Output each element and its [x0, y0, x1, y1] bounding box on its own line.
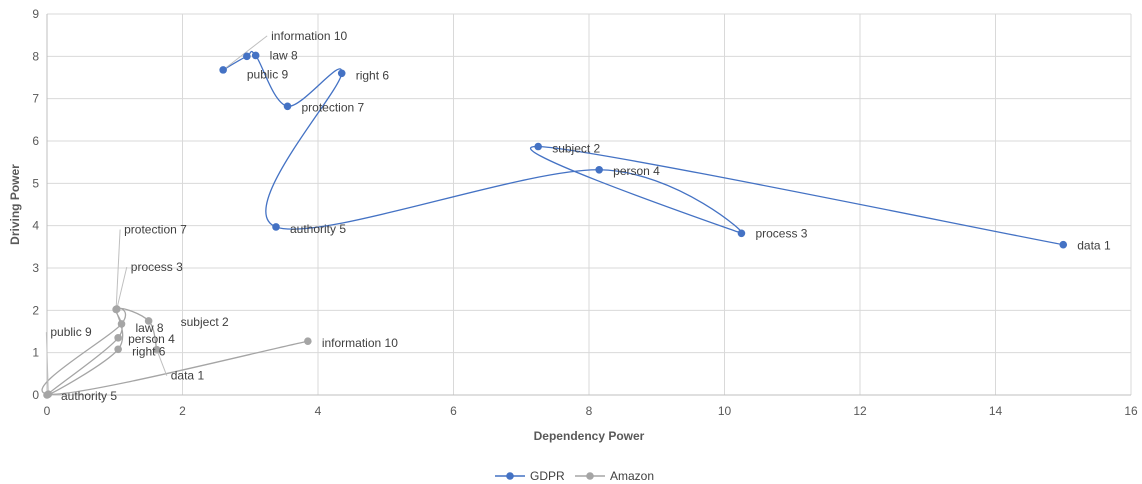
- leader-line: [116, 266, 128, 310]
- legend-item-gdpr: GDPR: [495, 469, 565, 483]
- leader-line: [156, 349, 168, 376]
- leader-line: [45, 332, 49, 395]
- y-axis-title: Driving Power: [8, 164, 22, 245]
- point-amazon-right-6: [114, 345, 122, 354]
- point-gdpr-data-1: [1059, 240, 1068, 249]
- y-tick-label: 7: [32, 92, 39, 106]
- x-tick-label: 0: [44, 404, 51, 418]
- data-label-amazon-authority-5: authority 5: [61, 389, 117, 403]
- y-tick-label: 4: [32, 219, 39, 233]
- data-label-gdpr-data-1: data 1: [1077, 239, 1111, 253]
- point-amazon-person-4: [114, 334, 122, 342]
- series-lines: [41, 50, 1064, 396]
- data-label-amazon-law-8: law 8: [136, 321, 164, 335]
- legend-marker: [506, 472, 514, 480]
- point-amazon-subject-2: [144, 317, 153, 325]
- y-tick-label: 1: [32, 346, 39, 360]
- point-gdpr-protection-7: [283, 102, 292, 111]
- y-tick-label: 3: [32, 261, 39, 275]
- y-tick-label: 9: [32, 7, 39, 21]
- data-label-amazon-subject-2: subject 2: [181, 315, 229, 329]
- x-tick-label: 12: [853, 404, 867, 418]
- data-label-gdpr-law-8: law 8: [270, 48, 298, 62]
- data-label-amazon-right-6: right 6: [132, 344, 166, 358]
- point-gdpr-person-4: [595, 165, 603, 174]
- y-tick-label: 5: [32, 176, 39, 190]
- data-label-amazon-information-10: information 10: [322, 336, 398, 350]
- data-label-gdpr-process-3: process 3: [755, 226, 807, 240]
- x-axis-title: Dependency Power: [534, 429, 645, 443]
- x-tick-label: 14: [989, 404, 1003, 418]
- data-points: [43, 51, 1068, 399]
- data-label-amazon-process-3: process 3: [131, 260, 183, 274]
- point-amazon-public-9: [44, 390, 53, 398]
- y-tick-label: 0: [32, 388, 39, 402]
- data-label-amazon-public-9: public 9: [50, 325, 92, 339]
- legend-marker: [586, 472, 594, 480]
- x-tick-label: 4: [315, 404, 322, 418]
- data-label-gdpr-person-4: person 4: [613, 164, 660, 178]
- data-label-amazon-data-1: data 1: [171, 369, 205, 383]
- point-gdpr-right-6: [337, 69, 346, 78]
- gridlines: [47, 13, 1132, 395]
- legend-label: Amazon: [610, 469, 654, 483]
- x-tick-label: 2: [179, 404, 186, 418]
- point-amazon-data-1: [152, 345, 161, 354]
- point-amazon-information-10: [304, 337, 312, 346]
- y-tick-label: 2: [32, 303, 39, 317]
- series-line-gdpr: [222, 50, 1064, 246]
- x-tick-label: 16: [1124, 404, 1138, 418]
- data-label-gdpr-authority-5: authority 5: [290, 222, 346, 236]
- y-tick-label: 8: [32, 49, 39, 63]
- data-label-gdpr-public-9: public 9: [247, 67, 289, 81]
- data-label-gdpr-subject-2: subject 2: [552, 142, 600, 156]
- point-gdpr-process-3: [737, 229, 746, 238]
- point-gdpr-authority-5: [272, 223, 280, 231]
- x-tick-label: 8: [586, 404, 593, 418]
- leader-line: [222, 35, 268, 71]
- leader-line: [115, 229, 121, 310]
- data-label-amazon-person-4: person 4: [128, 332, 175, 346]
- data-label-amazon-protection-7: protection 7: [124, 222, 187, 236]
- x-tick-label: 10: [718, 404, 732, 418]
- legend-item-amazon: Amazon: [575, 469, 654, 483]
- x-tick-label: 6: [450, 404, 457, 418]
- legend: GDPR Amazon: [495, 469, 654, 483]
- point-amazon-law-8: [117, 320, 126, 328]
- point-gdpr-information-10: [219, 66, 227, 74]
- data-label-gdpr-right-6: right 6: [356, 68, 390, 82]
- data-labels: data 1 subject 2 process 3 person 4 authorit…: [50, 29, 1111, 403]
- point-gdpr-public-9: [243, 52, 251, 61]
- y-tick-label: 6: [32, 134, 39, 148]
- legend-label: GDPR: [530, 469, 565, 483]
- point-amazon-protection-7: [112, 305, 120, 314]
- data-label-gdpr-protection-7: protection 7: [302, 100, 365, 114]
- point-gdpr-subject-2: [534, 142, 542, 151]
- point-gdpr-law-8: [251, 51, 260, 60]
- data-label-gdpr-information-10: information 10: [271, 29, 347, 43]
- label-leader-lines: [45, 35, 268, 395]
